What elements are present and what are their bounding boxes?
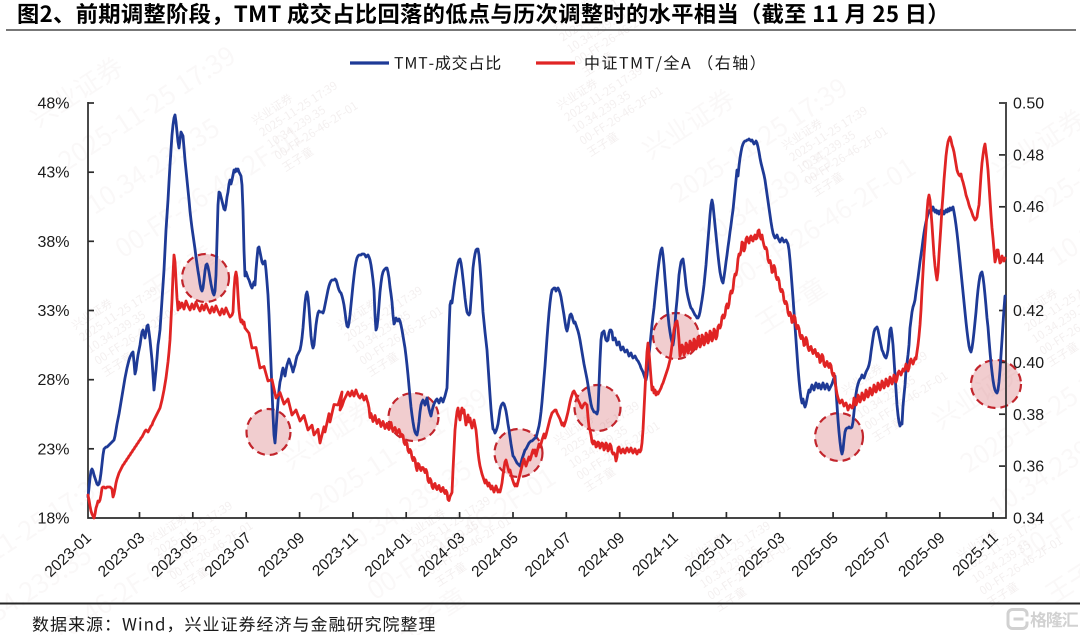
svg-text:0.36: 0.36	[1013, 459, 1044, 476]
svg-text:33%: 33%	[37, 303, 69, 320]
svg-text:0.50: 0.50	[1013, 96, 1044, 113]
svg-text:2024-09: 2024-09	[575, 529, 628, 580]
svg-text:0.46: 0.46	[1013, 199, 1044, 216]
svg-text:23%: 23%	[37, 441, 69, 458]
svg-text:38%: 38%	[37, 234, 69, 251]
svg-text:2023-09: 2023-09	[255, 529, 308, 580]
svg-text:2025-11: 2025-11	[949, 529, 1001, 579]
svg-text:18%: 18%	[37, 511, 69, 528]
svg-text:0.38: 0.38	[1013, 407, 1044, 424]
svg-text:2024-11: 2024-11	[629, 529, 681, 579]
svg-text:2025-03: 2025-03	[735, 529, 788, 580]
svg-text:2025-01: 2025-01	[682, 529, 735, 580]
svg-text:2025-09: 2025-09	[895, 529, 948, 580]
svg-text:0.40: 0.40	[1013, 355, 1044, 372]
svg-text:2024-05: 2024-05	[469, 529, 522, 580]
svg-text:48%: 48%	[37, 96, 69, 113]
svg-text:28%: 28%	[37, 372, 69, 389]
svg-text:0.34: 0.34	[1013, 511, 1044, 528]
svg-text:2025-07: 2025-07	[842, 529, 895, 580]
svg-text:2023-11: 2023-11	[309, 529, 361, 579]
svg-text:0.48: 0.48	[1013, 147, 1044, 164]
svg-text:0.42: 0.42	[1013, 303, 1044, 320]
svg-text:2025-05: 2025-05	[789, 529, 842, 580]
svg-text:2023-03: 2023-03	[95, 529, 148, 580]
svg-text:2024-07: 2024-07	[522, 529, 575, 580]
svg-text:43%: 43%	[37, 165, 69, 182]
svg-text:0.44: 0.44	[1013, 251, 1044, 268]
